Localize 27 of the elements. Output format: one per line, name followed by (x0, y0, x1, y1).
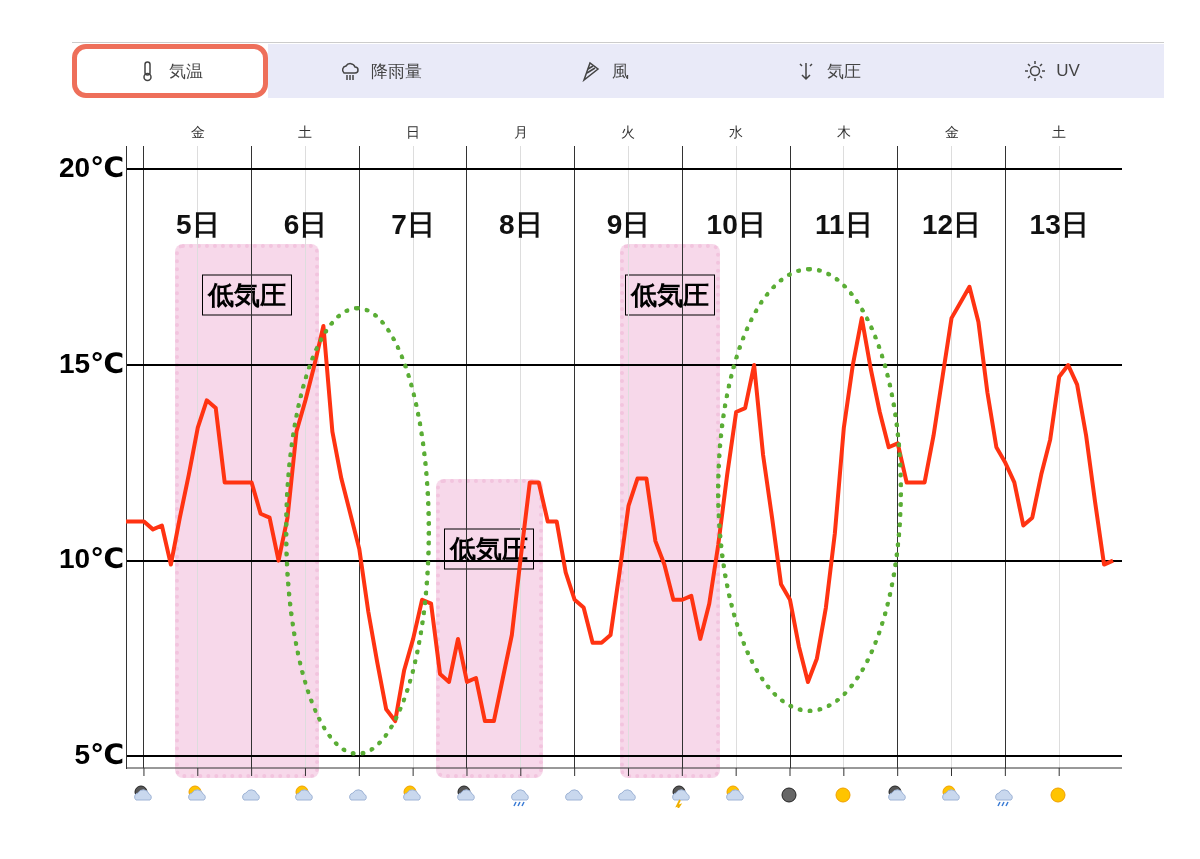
x-tick-label: 金 (190, 124, 205, 141)
annotation: 7日 (391, 208, 435, 240)
text: 降雨量 (370, 60, 422, 83)
x-tick-label: 水 (729, 124, 744, 141)
x-tick-label: 金 (944, 124, 959, 141)
annotation: 5日 (175, 208, 220, 240)
text: 気圧 (827, 60, 861, 83)
y-tick-label: 5℃ (74, 738, 124, 770)
y-tick-label: 10℃ (58, 543, 124, 575)
annotation: 9日 (606, 208, 651, 240)
annotation: 6日 (283, 208, 328, 240)
x-tick-label: 木 (836, 124, 851, 141)
text: 風 (611, 60, 629, 83)
text: UV (1056, 61, 1080, 81)
x-tick-label: 火 (621, 124, 636, 141)
y-tick-label: 15℃ (58, 347, 124, 379)
annotation: 10日 (706, 208, 766, 240)
x-tick-label: 月 (513, 124, 528, 141)
x-tick-label: 土 (298, 124, 313, 141)
annotation: 13日 (1029, 208, 1089, 240)
annotation: 12日 (921, 208, 982, 240)
annotation: 11日 (815, 208, 873, 240)
y-tick-label: 20℃ (58, 152, 124, 184)
text: 気温 (169, 60, 203, 83)
annotation: 8日 (499, 208, 543, 240)
x-tick-label: 土 (1052, 124, 1067, 141)
x-tick-label: 日 (406, 124, 421, 141)
